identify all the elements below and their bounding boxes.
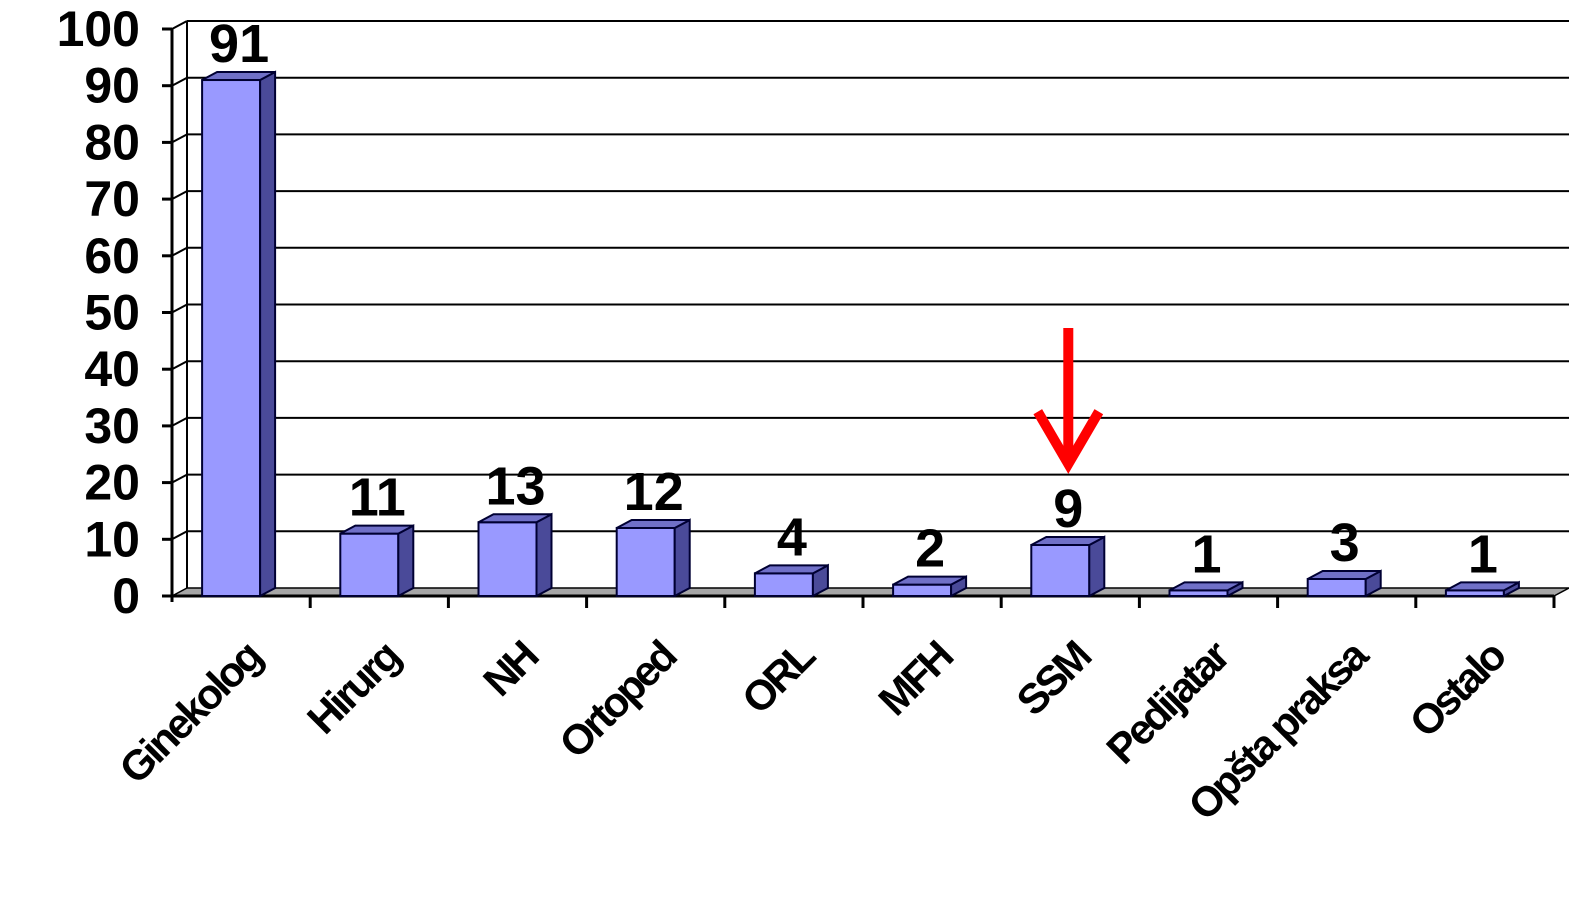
gridline-side	[171, 303, 188, 314]
bar-top	[1169, 581, 1243, 592]
bar-orl	[753, 563, 829, 598]
data-label: 1	[1468, 524, 1498, 584]
x-tick-label: Pedijatar	[1097, 631, 1238, 772]
bar-top	[892, 575, 967, 586]
bar-side	[535, 512, 553, 598]
x-tick-labels: Ginekolog Hirurg NH Ortoped ORL MFH SSMPedijat…	[110, 631, 1515, 830]
bar-top	[201, 71, 276, 82]
bar-top	[1445, 581, 1520, 592]
grid-lines	[171, 20, 1569, 541]
bar-top	[478, 513, 552, 524]
bar-front	[615, 526, 676, 598]
y-tick-label: 20	[84, 455, 140, 511]
bar-front	[892, 583, 953, 597]
bar-mfh	[892, 574, 968, 598]
data-label: 9	[1053, 479, 1083, 539]
y-tick-label: 40	[84, 341, 140, 397]
gridline-side	[171, 417, 188, 427]
bar-ortoped	[615, 518, 691, 598]
bar-top	[1030, 535, 1105, 546]
gridline-side	[171, 20, 188, 30]
x-tick-label: NH	[474, 633, 546, 705]
arrow-head	[1033, 409, 1104, 474]
y-tick-label: 80	[84, 114, 140, 170]
bar-nh	[477, 512, 553, 598]
gridline-side	[171, 530, 188, 541]
data-label: 3	[1330, 513, 1360, 573]
y-tick-label: 90	[84, 58, 140, 114]
y-tick-label: 60	[84, 228, 140, 284]
x-tick-label: ORL	[733, 631, 824, 722]
y-tick-label: 10	[84, 511, 140, 567]
bar-ssm	[1030, 535, 1106, 598]
bar-pedijatar	[1168, 580, 1244, 598]
bar-ginekolog	[201, 70, 277, 598]
data-label: 11	[349, 468, 406, 528]
gridline-side	[171, 473, 188, 484]
y-tick-label: 0	[112, 568, 140, 624]
x-tick-label: Ortoped	[550, 633, 684, 767]
bar-top	[1307, 569, 1382, 580]
x-tick-label: Ostalo	[1400, 631, 1515, 746]
y-tick-label: 30	[84, 398, 140, 454]
bar-front	[1030, 543, 1091, 597]
gridline-side	[171, 360, 188, 371]
gridline-side	[171, 246, 188, 257]
y-tick-label: 100	[57, 1, 140, 57]
bar-front	[753, 572, 814, 598]
highlight-arrow	[1033, 328, 1104, 474]
data-label: 12	[624, 462, 684, 522]
bar-front	[201, 79, 262, 597]
bar-front	[477, 521, 538, 597]
bar-opšta-praksa	[1306, 569, 1382, 598]
x-tick-label: Hirurg	[298, 633, 408, 743]
bar-side	[673, 518, 691, 598]
bar-top	[339, 524, 414, 535]
gridline-side	[171, 76, 188, 87]
bar-ostalo	[1444, 580, 1520, 598]
bar-side	[259, 70, 277, 598]
bars	[201, 70, 1520, 598]
y-tick-label: 50	[84, 285, 140, 341]
gridline-side	[171, 133, 188, 144]
y-tick-label: 70	[84, 171, 140, 227]
bar-front	[339, 532, 400, 598]
bar-top	[754, 564, 829, 575]
data-label: 91	[209, 14, 269, 74]
bar-side	[397, 523, 415, 598]
x-tick-label: SSM	[1007, 632, 1099, 724]
bar-hirurg	[339, 523, 415, 598]
bar-side	[1088, 535, 1106, 598]
gridline-side	[171, 190, 188, 200]
x-tick-label: MFH	[869, 633, 961, 725]
data-label: 1	[1191, 524, 1221, 584]
bar-top	[616, 518, 691, 529]
x-tick-label: Ginekolog	[110, 633, 270, 793]
data-label: 13	[485, 456, 545, 516]
bar-front	[1306, 577, 1367, 597]
data-label: 2	[915, 519, 945, 579]
data-label: 4	[777, 507, 807, 567]
